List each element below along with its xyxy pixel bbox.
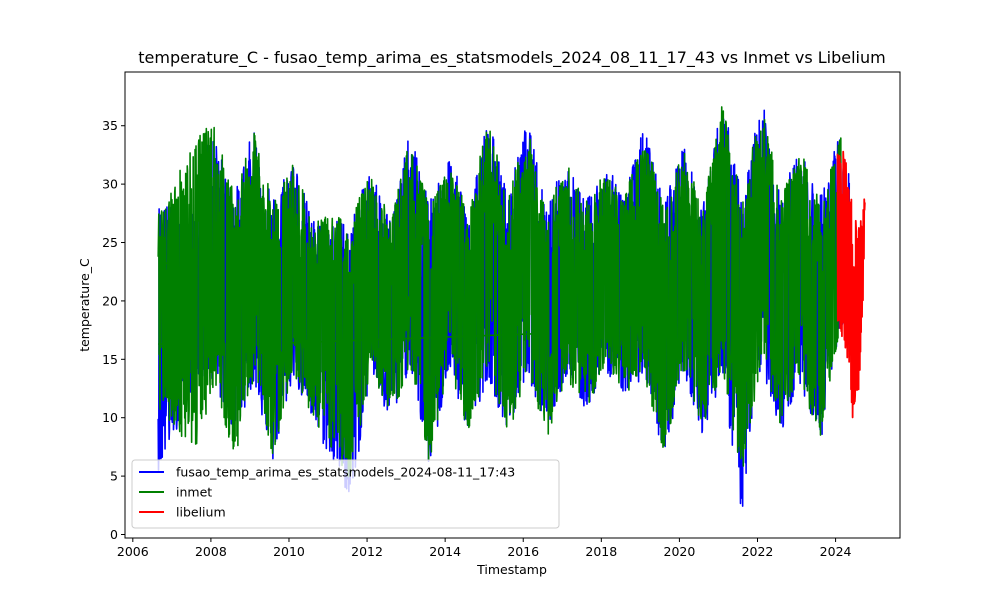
series-inmet-line-group [157, 106, 843, 478]
legend-label-inmet: inmet [176, 485, 212, 500]
x-tick-label: 2012 [351, 544, 383, 559]
y-tick-label: 5 [110, 469, 118, 484]
y-tick-label: 0 [110, 527, 118, 542]
series-inmet-line [157, 106, 843, 478]
y-tick-label: 15 [102, 352, 118, 367]
x-tick-label: 2006 [117, 544, 149, 559]
legend-label-fusao: fusao_temp_arima_es_statsmodels_2024-08-… [176, 465, 515, 480]
y-tick-label: 20 [102, 293, 118, 308]
y-axis: 0 5 10 15 20 25 30 35 [102, 118, 125, 542]
x-tick-label: 2010 [273, 544, 305, 559]
x-tick-label: 2022 [742, 544, 774, 559]
x-tick-label: 2016 [507, 544, 539, 559]
x-tick-label: 2008 [195, 544, 227, 559]
legend-box [131, 459, 560, 529]
legend-label-libelium: libelium [176, 505, 226, 520]
x-axis: 2006 2008 2010 2012 2014 2016 2018 2020 2022 2024 [117, 538, 852, 559]
series-layer [157, 106, 866, 507]
y-tick-label: 30 [102, 177, 118, 192]
x-tick-label: 2020 [664, 544, 696, 559]
series-libelium-line-group [836, 150, 866, 419]
x-tick-label: 2014 [429, 544, 461, 559]
y-axis-label: temperature_C [77, 258, 92, 352]
series-libelium-line [836, 150, 866, 419]
chart-title: temperature_C - fusao_temp_arima_es_stat… [138, 48, 885, 68]
x-axis-label: Timestamp [476, 562, 547, 577]
y-tick-label: 10 [102, 410, 118, 425]
plot-frame [124, 71, 901, 539]
x-tick-label: 2018 [585, 544, 617, 559]
legend: fusao_temp_arima_es_statsmodels_2024-08-… [131, 459, 560, 529]
x-tick-label: 2024 [820, 544, 852, 559]
y-tick-label: 25 [102, 235, 118, 250]
y-tick-label: 35 [102, 118, 118, 133]
